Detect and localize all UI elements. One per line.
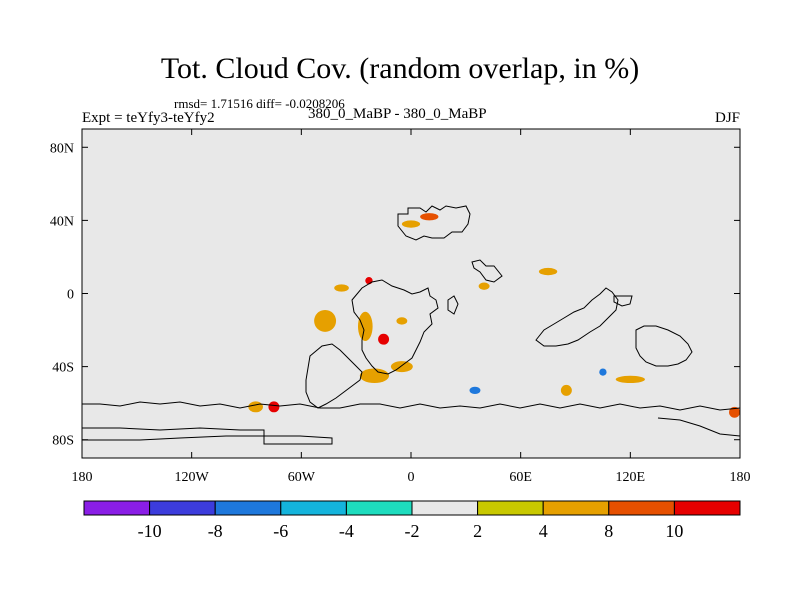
colorbar-swatch-9 xyxy=(673,500,741,516)
anomaly-patch-13 xyxy=(465,291,503,303)
experiment-label: Expt = teYfy3-teYfy2 xyxy=(82,110,215,126)
coastline-antarctic-shelf xyxy=(82,427,333,445)
anomaly-patch-18 xyxy=(420,213,439,221)
anomaly-patch-17 xyxy=(564,337,587,349)
colorbar-swatch-4 xyxy=(345,500,413,516)
y-tick-label: 40N xyxy=(50,214,74,229)
colorbar-label: 2 xyxy=(473,521,482,541)
anomaly-patch-24 xyxy=(560,384,572,396)
colorbar-swatch-6 xyxy=(477,500,544,516)
x-tick-label: 120W xyxy=(175,470,210,485)
coastline-madagascar xyxy=(447,295,459,315)
anomaly-patch-11 xyxy=(411,295,448,310)
anomaly-patch-6 xyxy=(378,333,390,345)
anomaly-patch-1 xyxy=(122,348,152,356)
colorbar-label: -4 xyxy=(339,521,354,541)
anomaly-patch-35 xyxy=(96,266,104,273)
colorbar-label: 4 xyxy=(539,521,548,541)
anomaly-patch-2 xyxy=(206,357,232,365)
colorbar: -10 -8 -6 -4 -2 2 4 8 10 xyxy=(83,500,741,541)
anomaly-patch-19 xyxy=(401,220,421,228)
anomaly-patch-3 xyxy=(314,309,337,332)
colorbar-label: -6 xyxy=(273,521,288,541)
anomaly-patch-30 xyxy=(248,401,263,413)
colorbar-label: -8 xyxy=(208,521,223,541)
anomaly-patch-32 xyxy=(222,412,234,420)
coastline-antarctica xyxy=(82,401,740,411)
y-tick-label: 80N xyxy=(50,141,74,156)
coastline-antarctic-east xyxy=(657,417,740,437)
x-tick-label: 120E xyxy=(616,470,646,485)
colorbar-swatch-1 xyxy=(149,500,216,516)
x-tick-label: 60W xyxy=(288,470,316,485)
x-axis: 180 120W 60W 0 60E 120E 180 xyxy=(72,129,751,485)
colorbar-swatch-2 xyxy=(214,500,282,516)
coastline-layer xyxy=(82,205,740,445)
y-tick-label: 0 xyxy=(67,288,74,303)
season-label: DJF xyxy=(714,110,740,126)
anomaly-patch-31 xyxy=(268,401,280,413)
anomaly-patch-8 xyxy=(359,368,390,384)
anomaly-patch-5 xyxy=(357,311,373,342)
anomaly-patch-21 xyxy=(442,372,454,380)
anomaly-patch-20 xyxy=(431,229,446,237)
anomaly-patch-29 xyxy=(729,406,740,418)
period-label: 380_0_MaBP - 380_0_MaBP xyxy=(308,106,487,122)
anomaly-patch-23 xyxy=(502,368,521,376)
anomaly-patch-37 xyxy=(403,154,419,159)
coastline-south-america xyxy=(305,343,363,409)
coastline-africa xyxy=(351,279,439,375)
x-tick-label: 60E xyxy=(509,470,532,485)
colorbar-swatch-7 xyxy=(542,500,610,516)
x-tick-label: 180 xyxy=(72,470,93,485)
anomaly-patch-14 xyxy=(467,260,483,276)
anomaly-patch-15 xyxy=(478,282,490,290)
anomaly-patch-4 xyxy=(334,284,349,292)
anomaly-patch-0 xyxy=(136,324,174,336)
anomaly-patch-28 xyxy=(679,425,691,433)
colorbar-swatch-5 xyxy=(411,500,479,516)
colorbar-swatch-0 xyxy=(83,500,151,516)
anomaly-patch-22 xyxy=(469,386,481,395)
anomaly-patch-33 xyxy=(111,408,126,416)
anomaly-patch-10 xyxy=(396,317,408,325)
anomaly-patch-26 xyxy=(615,375,645,384)
anomaly-patch-16 xyxy=(538,267,558,276)
y-tick-label: 80S xyxy=(52,434,74,449)
coastline-arabia xyxy=(471,259,503,283)
coastline-north-africa-europe xyxy=(397,205,471,241)
stats-text: rmsd= 1.71516 diff= -0.0208206 xyxy=(174,96,345,111)
colorbar-label: -10 xyxy=(138,521,162,541)
chart-title: Tot. Cloud Cov. (random overlap, in %) xyxy=(160,52,640,85)
colorbar-swatch-8 xyxy=(608,500,675,516)
x-tick-label: 180 xyxy=(730,470,751,485)
coastline-australia xyxy=(635,325,693,367)
coastline-east-asia-islands xyxy=(613,295,633,307)
anomaly-patch-34 xyxy=(169,223,178,229)
anomaly-patch-25 xyxy=(599,368,607,376)
y-axis: 80N 40N 0 40S 80S xyxy=(50,141,740,449)
colorbar-label: 8 xyxy=(604,521,613,541)
x-tick-label: 0 xyxy=(408,470,415,485)
anomaly-patch-36 xyxy=(729,153,740,160)
colorbar-label: -2 xyxy=(405,521,420,541)
anomaly-patch-12 xyxy=(440,293,466,305)
y-tick-label: 40S xyxy=(52,361,74,376)
colorbar-label: 10 xyxy=(665,521,683,541)
colorbar-swatch-3 xyxy=(280,500,347,516)
